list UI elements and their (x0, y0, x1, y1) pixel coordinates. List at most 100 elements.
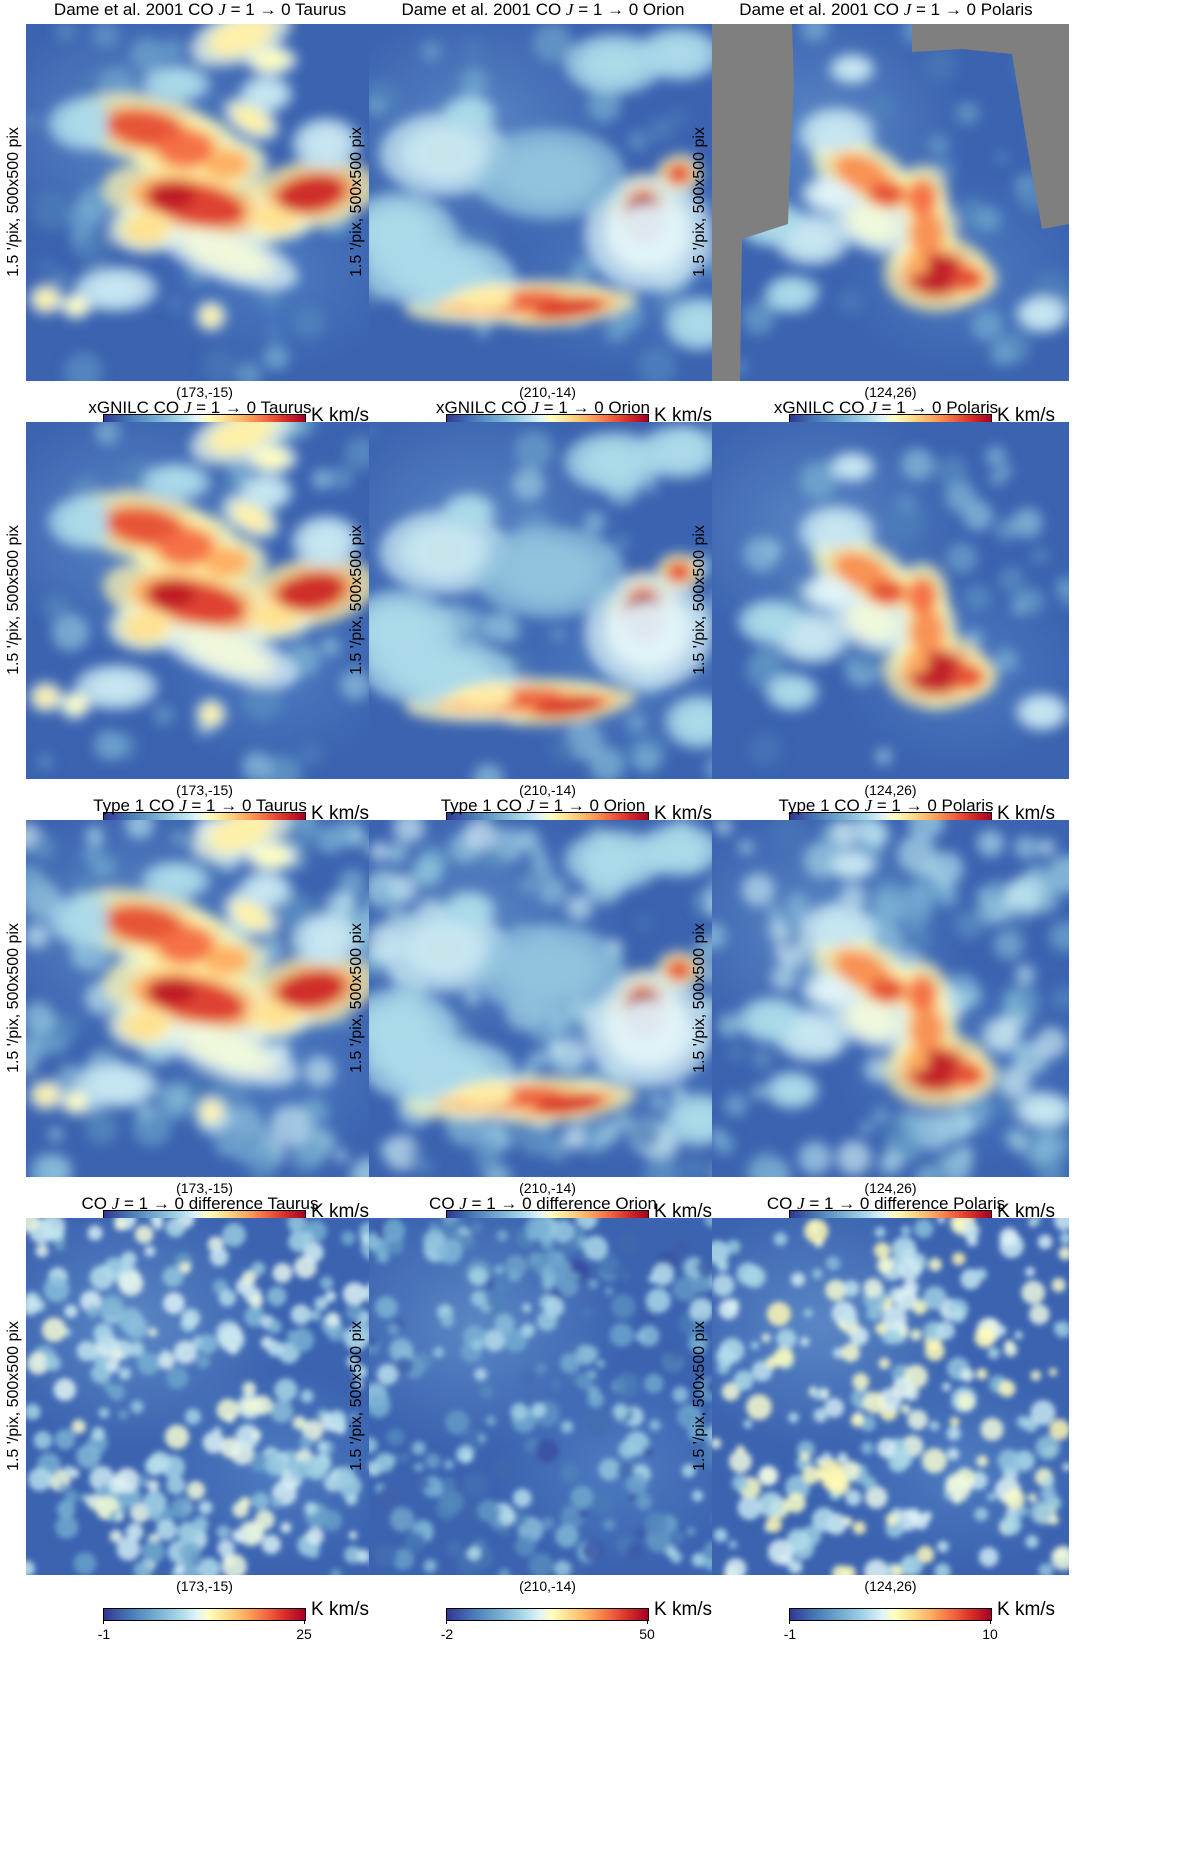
noise-speck (148, 1451, 171, 1474)
background-speck (786, 892, 809, 916)
colorbar-unit: K km/s (311, 1201, 370, 1222)
background-speck (374, 888, 394, 908)
emission-blob (37, 1087, 55, 1103)
noise-speck (443, 1459, 454, 1470)
emission-blob (850, 606, 894, 638)
noise-speck (291, 1222, 303, 1235)
background-speck (520, 1061, 537, 1078)
noise-speck (788, 1412, 799, 1423)
noise-speck (374, 1544, 398, 1567)
emission-blob (410, 928, 478, 972)
map-center-coords: (124,26) (864, 1180, 917, 1196)
noise-speck (521, 1370, 537, 1385)
noise-speck (250, 1453, 270, 1473)
background-speck (872, 889, 902, 920)
background-speck (136, 1103, 155, 1122)
background-speck (337, 1016, 352, 1031)
noise-speck (1051, 1278, 1066, 1293)
noise-speck (404, 1531, 426, 1553)
map-panel-xgnilc-orion: xGNILC CO J = 1 → 0 Orion 1.5 '/pix, 500x… (343, 398, 743, 864)
noise-speck (575, 1372, 593, 1390)
background-speck (995, 151, 1009, 165)
background-speck (874, 747, 893, 766)
noise-speck (376, 1249, 390, 1264)
emission-blob (817, 916, 857, 944)
noise-speck (715, 1346, 736, 1367)
colorbar-tick (789, 1620, 790, 1624)
background-speck (549, 1040, 565, 1057)
noise-speck (845, 1489, 862, 1506)
noise-speck (125, 1523, 144, 1541)
noise-speck (64, 1465, 74, 1475)
emission-blob (214, 820, 268, 849)
noise-speck (221, 1553, 247, 1575)
noise-speck (987, 1347, 1000, 1360)
noise-speck (1004, 1340, 1015, 1350)
noise-speck (160, 1349, 171, 1360)
noise-speck (612, 1403, 629, 1420)
emission-blob (399, 1052, 479, 1088)
emission-blob (816, 980, 848, 1000)
noise-speck (865, 1486, 888, 1509)
emission-blob (817, 518, 857, 546)
map-center-coords: (173,-15) (176, 1578, 233, 1594)
colorbar-unit: K km/s (997, 405, 1056, 426)
noise-speck (946, 1426, 961, 1441)
noise-speck (382, 1219, 406, 1243)
noise-speck (505, 1255, 528, 1278)
noise-speck (498, 1568, 511, 1575)
background-speck (637, 346, 678, 381)
noise-speck (1062, 1463, 1069, 1471)
map-center-coords: (124,26) (864, 384, 917, 400)
noise-speck (850, 1414, 864, 1427)
emission-blob (681, 310, 717, 338)
background-speck (631, 1119, 662, 1150)
emission-blob (147, 580, 195, 608)
noise-speck (1040, 1485, 1057, 1502)
noise-speck (73, 1552, 97, 1575)
noise-speck (876, 1257, 893, 1274)
background-speck (738, 840, 754, 855)
background-speck (71, 873, 99, 900)
background-speck (155, 1080, 195, 1120)
noise-speck (598, 1458, 621, 1481)
noise-speck (841, 1343, 860, 1362)
emission-blob (835, 553, 889, 591)
background-speck (927, 135, 949, 157)
noise-speck (26, 1299, 39, 1316)
background-speck (201, 348, 236, 381)
emission-blob (188, 633, 264, 671)
colorbar-tick (103, 1620, 104, 1624)
noise-speck (813, 1408, 828, 1423)
background-speck (130, 38, 165, 72)
y-axis-label: 1.5 '/pix, 500x500 pix (691, 525, 708, 675)
map-panel-xgnilc-polaris: xGNILC CO J = 1 → 0 Polaris 1.5 '/pix, 50… (686, 398, 1086, 864)
map-panel-difference-taurus: CO J = 1 → 0 difference Taurus 1.5 '/pix,… (0, 1194, 400, 1660)
y-axis-label: 1.5 '/pix, 500x500 pix (348, 127, 365, 277)
background-speck (911, 1120, 928, 1138)
noise-speck (471, 1339, 484, 1351)
emission-blob (410, 132, 478, 176)
noise-speck (440, 1313, 455, 1328)
noise-speck (308, 1547, 320, 1559)
noise-speck (861, 1441, 874, 1455)
emission-blob (203, 308, 219, 324)
noise-speck (914, 1218, 934, 1239)
background-speck (514, 430, 554, 470)
noise-speck (33, 1431, 52, 1450)
noise-speck (934, 1563, 951, 1575)
noise-speck (617, 1232, 639, 1254)
map-image (26, 24, 379, 381)
noise-speck (582, 1307, 594, 1319)
noise-speck (115, 1512, 124, 1522)
background-speck (531, 858, 553, 879)
background-speck (416, 1158, 433, 1175)
background-speck (583, 511, 606, 534)
noise-speck (512, 1488, 532, 1508)
noise-speck (463, 1428, 487, 1452)
background-speck (263, 755, 302, 779)
colorbar (446, 1608, 649, 1621)
emission-blob (147, 978, 195, 1006)
y-axis-label: 1.5 '/pix, 500x500 pix (5, 525, 22, 675)
background-speck (1050, 985, 1069, 1011)
